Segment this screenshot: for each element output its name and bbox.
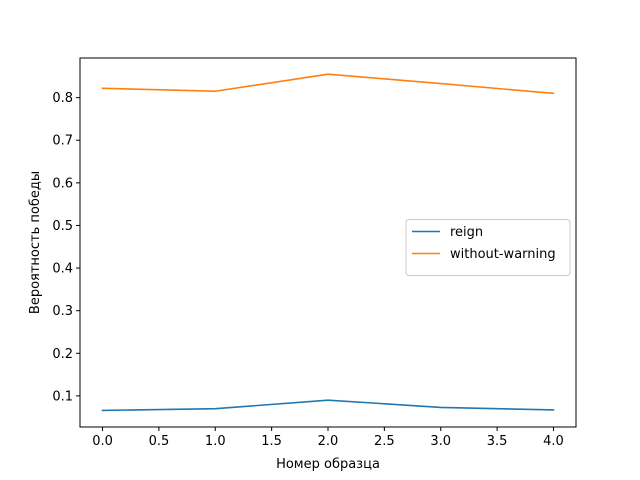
series-layer (101, 73, 555, 412)
x-tick-label: 3.5 (487, 434, 508, 449)
series-line-reign (101, 399, 555, 412)
legend: reign without-warning (405, 219, 571, 276)
y-axis-label: Вероятность победы (28, 171, 43, 314)
y-tick-label: 0.8 (52, 91, 73, 106)
x-tick-label: 2.0 (318, 434, 339, 449)
y-tick-label: 0.1 (52, 389, 73, 404)
y-axis: 0.1 0.2 0.3 0.4 0.5 0.6 0.7 0.8 (52, 91, 80, 404)
legend-label-without-warning: without-warning (450, 247, 556, 262)
x-axis: 0.0 0.5 1.0 1.5 2.0 2.5 3.0 3.5 4.0 (92, 427, 564, 449)
y-tick-label: 0.4 (52, 262, 73, 277)
x-tick-label: 0.5 (149, 434, 170, 449)
x-tick-label: 0.0 (92, 434, 113, 449)
legend-label-reign: reign (450, 225, 483, 240)
x-tick-label: 2.5 (374, 434, 395, 449)
legend-box (405, 219, 571, 276)
y-tick-label: 0.7 (52, 134, 73, 149)
x-tick-label: 1.0 (205, 434, 226, 449)
y-tick-label: 0.2 (52, 347, 73, 362)
series-line-without-warning (101, 73, 555, 95)
y-tick-label: 0.6 (52, 176, 73, 191)
y-tick-label: 0.5 (52, 219, 73, 234)
x-tick-label: 4.0 (543, 434, 564, 449)
x-tick-label: 3.0 (430, 434, 451, 449)
y-tick-label: 0.3 (52, 304, 73, 319)
x-axis-label: Номер образца (276, 457, 380, 472)
x-tick-label: 1.5 (261, 434, 282, 449)
